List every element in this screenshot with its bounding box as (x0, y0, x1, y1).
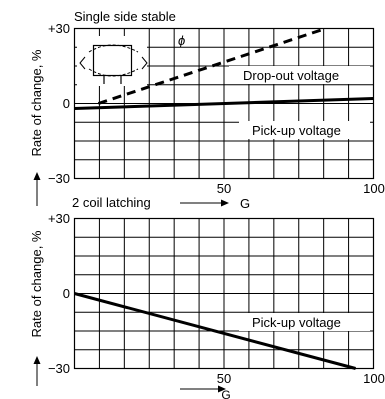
ytick-bottom-0: 0 (63, 286, 70, 301)
ylabel-arrow-bottom-icon (33, 356, 41, 386)
label-bg-pickup-top (239, 121, 370, 139)
xlabel-bottom: G (221, 388, 230, 399)
xtick-top-50: 50 (217, 181, 231, 196)
grid-bottom (74, 218, 374, 369)
series-line-pickup-bottom (74, 292, 356, 370)
ytick-top-0: 0 (63, 96, 70, 111)
plot-frame-top (73, 27, 375, 180)
xaxis-arrow-top-icon (180, 199, 229, 207)
series-line-pickup-top (74, 97, 374, 110)
xaxis-arrow-bottom-icon (180, 385, 226, 393)
xtick-bottom-50: 50 (217, 371, 231, 386)
title-bg-bottom (70, 193, 215, 207)
series-label-dropout: Drop-out voltage (243, 68, 339, 83)
ylabel-bottom: Rate of change, % (29, 230, 44, 337)
series-label-pickup-bottom: Pick-up voltage (252, 315, 341, 330)
label-bg-pickup-bottom (239, 313, 370, 331)
ytick-bottom-minus30: −30 (48, 361, 70, 376)
ytick-top-minus30: −30 (48, 171, 70, 186)
phi-symbol: ϕ (178, 33, 185, 48)
xtick-top-100: 100 (363, 181, 385, 196)
chart-title-bottom: 2 coil latching (72, 195, 151, 210)
series-label-pickup-top: Pick-up voltage (252, 123, 341, 138)
ytick-top-plus30: +30 (48, 21, 70, 36)
xlabel-top: G (240, 196, 250, 211)
ylabel-arrow-top-icon (33, 172, 41, 206)
label-bg-dropout (229, 66, 370, 84)
chart-title-top: Single side stable (74, 9, 176, 24)
chart-2-coil-latching: 2 coil latching G Pick-up voltage +30 0 … (29, 193, 385, 399)
relay-magnetic-field-illustration (77, 36, 148, 86)
chart-single-side-stable: Single side stable Drop-out voltage Pick… (29, 9, 385, 206)
ylabel-top: Rate of change, % (29, 49, 44, 156)
xtick-bottom-100: 100 (363, 371, 385, 386)
series-line-dropout (97, 27, 327, 105)
ytick-bottom-plus30: +30 (48, 211, 70, 226)
relay-body (92, 44, 133, 77)
